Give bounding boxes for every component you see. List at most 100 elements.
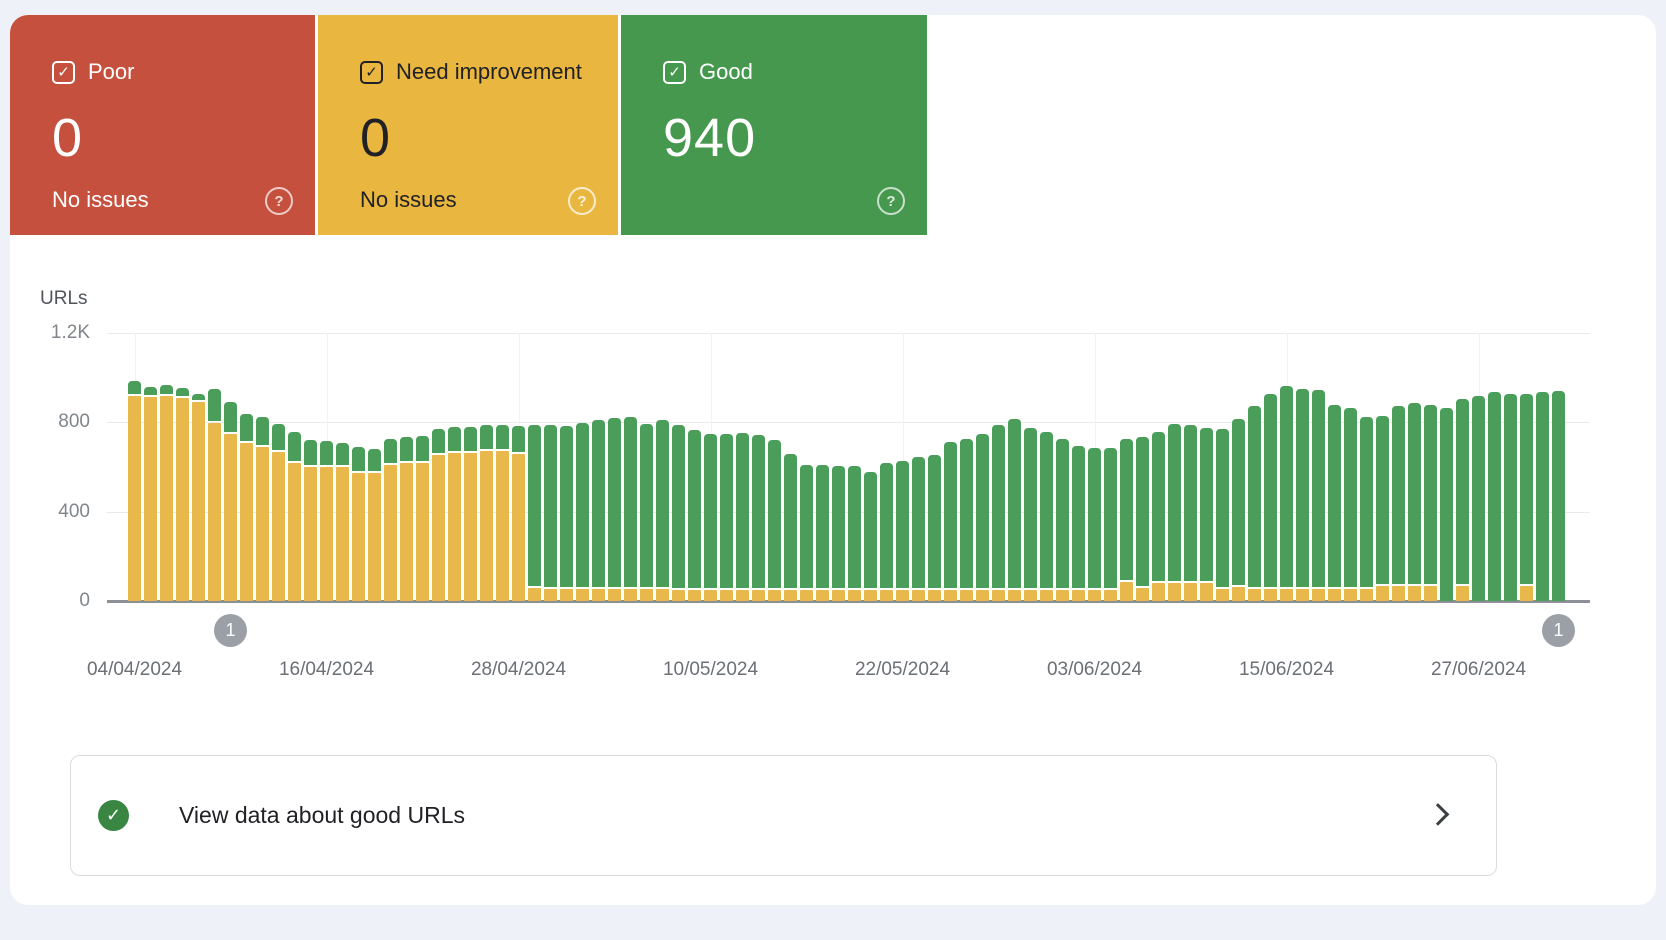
help-icon[interactable]: ? [265,187,293,215]
bar-segment-good [576,422,589,587]
bar-segment-need-improvement [176,398,189,601]
bar-segment-need-improvement [1392,586,1405,601]
bar-segment-good [1456,398,1469,585]
bar-segment-good [208,389,221,422]
bar-segment-need-improvement [544,588,557,601]
bar-segment-good [1360,417,1373,587]
bar-segment-good [1504,394,1517,601]
checkbox-poor[interactable]: ✓ [52,60,75,84]
bar-segment-good [1296,389,1309,587]
bar-segment-good [1392,406,1405,585]
summary-card-poor: ✓ Poor 0 No issues ? [10,15,315,235]
bar-segment-good [1424,404,1437,585]
bar-segment-good [144,386,157,395]
bar-segment-need-improvement [400,462,413,601]
bar-segment-good [592,420,605,587]
bar-segment-need-improvement [304,467,317,601]
bar-segment-need-improvement [784,589,797,601]
bar-segment-good [1168,424,1181,582]
bar-segment-need-improvement [896,590,909,601]
bar-segment-need-improvement [736,589,749,601]
bar-segment-need-improvement [1360,588,1373,601]
gridline [107,333,1590,334]
summary-card-need-improvement: ✓ Need improvement 0 No issues ? [318,15,618,235]
bar-segment-need-improvement [672,589,685,601]
bar-segment-good [528,425,541,587]
view-good-urls-row[interactable]: ✓ View data about good URLs [70,755,1497,876]
bar-segment-need-improvement [704,589,717,601]
bar-segment-good [1072,446,1085,589]
bar-segment-need-improvement [864,590,877,601]
check-circle-icon: ✓ [98,800,129,831]
help-icon[interactable]: ? [877,187,905,215]
bar-segment-need-improvement [1152,583,1165,601]
bar-segment-need-improvement [560,588,573,601]
bar-segment-need-improvement [624,588,637,601]
bar-segment-good [240,414,253,442]
bar-segment-good [736,432,749,588]
bar-segment-good [1184,425,1197,582]
bar-segment-need-improvement [752,589,765,601]
y-tick-label: 1.2K [50,322,90,343]
x-tick-label: 28/04/2024 [470,659,567,680]
bar-segment-need-improvement [1008,590,1021,601]
bar-segment-need-improvement [240,443,253,601]
bar-segment-good [896,460,909,589]
bar-segment-need-improvement [1040,590,1053,601]
bar-segment-good [128,381,141,394]
poor-subtext: No issues [52,187,149,212]
bar-segment-good [320,441,333,466]
view-good-urls-label: View data about good URLs [179,802,465,828]
bar-segment-need-improvement [608,588,621,601]
annotation-marker[interactable]: 1 [214,614,247,647]
bar-segment-good [1216,429,1229,587]
bar-segment-need-improvement [688,589,701,601]
summary-card-label: Poor [88,59,135,84]
bar-segment-need-improvement [384,464,397,601]
chevron-right-icon[interactable] [1426,802,1450,826]
bar-segment-good [256,417,269,446]
bar-segment-need-improvement [640,588,653,601]
need-improvement-count: 0 [360,108,392,168]
poor-count: 0 [52,108,84,168]
bar-segment-need-improvement [464,453,477,601]
bar-segment-good [720,433,733,588]
checkbox-need-improvement[interactable]: ✓ [360,60,383,84]
bar-segment-need-improvement [944,590,957,601]
bar-segment-need-improvement [368,473,381,601]
bar-segment-need-improvement [912,590,925,601]
gridline-vertical [326,333,328,601]
bar-segment-need-improvement [352,472,365,601]
bar-segment-good [400,437,413,461]
bar-segment-good [800,465,813,588]
annotation-marker[interactable]: 1 [1542,614,1575,647]
y-tick-label: 400 [58,500,90,522]
bar-segment-need-improvement [1344,588,1357,601]
bar-segment-need-improvement [224,434,237,601]
bar-segment-good [1008,418,1021,589]
bar-segment-need-improvement [528,588,541,601]
bar-segment-good [1440,408,1453,601]
bar-segment-need-improvement [160,395,173,601]
x-tick-label: 27/06/2024 [1430,659,1527,680]
bar-segment-good [1376,415,1389,585]
bar-segment-need-improvement [1136,587,1149,601]
bar-segment-need-improvement [192,402,205,601]
bar-segment-good [1104,448,1117,589]
bar-segment-good [192,394,205,401]
y-tick-label: 0 [79,590,90,611]
x-axis-line [107,600,1590,603]
checkbox-good[interactable]: ✓ [663,60,686,84]
bar-segment-good [336,443,349,466]
bar-segment-need-improvement [1232,587,1245,601]
bar-segment-good [288,432,301,461]
x-tick-label: 10/05/2024 [662,659,759,680]
bar-segment-good [432,429,445,454]
bar-segment-good [1264,394,1277,587]
bar-segment-need-improvement [1216,588,1229,601]
bar-segment-good [688,430,701,588]
help-icon[interactable]: ? [568,187,596,215]
bar-segment-good [672,425,685,588]
bar-segment-need-improvement [1072,590,1085,601]
bar-segment-good [1024,428,1037,589]
